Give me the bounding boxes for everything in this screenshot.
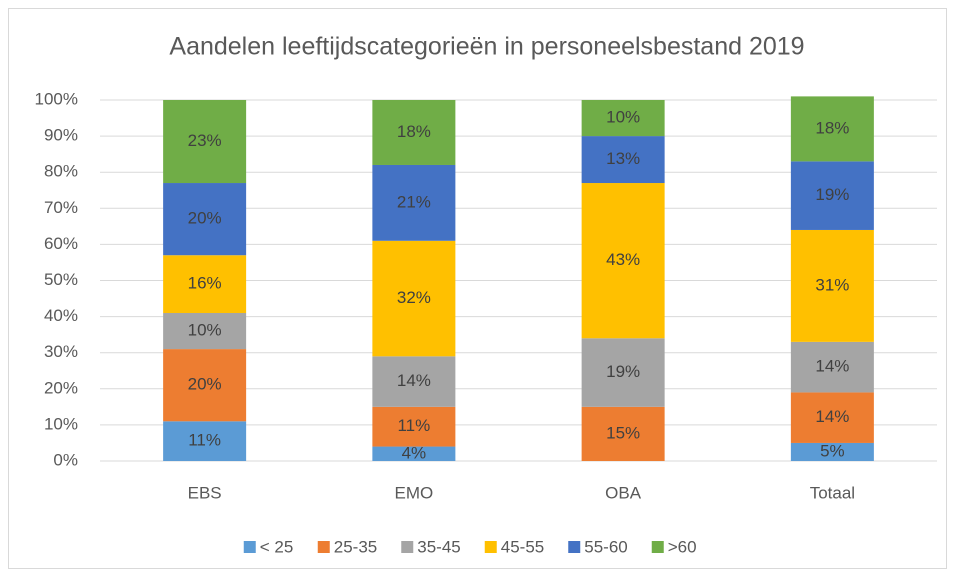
x-tick-label: Totaal (810, 483, 855, 502)
bar-segment (163, 421, 247, 461)
bar-segment (163, 100, 247, 184)
bar-segment (581, 338, 665, 407)
bar-segment (581, 100, 665, 137)
bar-segment (790, 442, 874, 461)
bar-segment (372, 164, 456, 241)
legend-label: 45-55 (501, 537, 544, 556)
y-tick-label: 90% (44, 126, 78, 145)
bar-segment (163, 349, 247, 422)
bar-segment (790, 341, 874, 393)
data-label: 16% (188, 274, 222, 293)
bar-segment (581, 183, 665, 339)
data-label: 21% (397, 192, 431, 211)
y-tick-label: 30% (44, 342, 78, 361)
chart-title: Aandelen leeftijdscategorieën in persone… (169, 33, 804, 61)
data-label: 14% (815, 357, 849, 376)
data-label: 31% (815, 275, 849, 294)
y-tick-label: 60% (44, 234, 78, 253)
bar-segment (372, 406, 456, 447)
data-label: 20% (188, 209, 222, 228)
x-tick-label: OBA (605, 483, 642, 502)
legend-label: < 25 (260, 537, 294, 556)
data-label: 19% (606, 362, 640, 381)
data-label: 10% (606, 108, 640, 127)
y-tick-label: 100% (35, 89, 78, 108)
bar-segment (163, 255, 247, 313)
data-label: 11% (397, 416, 430, 435)
y-tick-label: 50% (44, 270, 78, 289)
y-tick-label: 10% (44, 414, 78, 433)
data-label: 5% (820, 441, 845, 460)
legend-label: 25-35 (334, 537, 377, 556)
data-label: 23% (188, 131, 222, 150)
data-label: 13% (606, 149, 640, 168)
legend-label: >60 (668, 537, 697, 556)
y-tick-label: 40% (44, 306, 78, 325)
legend-swatch (317, 541, 330, 553)
data-label: 32% (397, 288, 431, 307)
bar-segment (790, 96, 874, 162)
bar-segment (581, 406, 665, 461)
x-tick-label: EBS (188, 483, 222, 502)
bar-segment (790, 392, 874, 443)
legend-swatch (651, 541, 664, 553)
bar-segment (790, 161, 874, 230)
data-label: 20% (188, 375, 222, 394)
data-label: 4% (402, 443, 427, 462)
legend-swatch (401, 541, 414, 553)
y-tick-label: 0% (53, 450, 78, 469)
bar-segment (372, 240, 456, 357)
data-label: 10% (188, 321, 222, 340)
bar-segment (790, 229, 874, 342)
legend-label: 55-60 (584, 537, 627, 556)
bar-segment (372, 356, 456, 407)
y-tick-label: 70% (44, 198, 78, 217)
data-label: 18% (397, 122, 431, 141)
data-label: 14% (815, 407, 849, 426)
legend-label: 35-45 (417, 537, 460, 556)
y-tick-label: 20% (44, 378, 78, 397)
legend-swatch (484, 541, 497, 553)
x-tick-label: EMO (395, 483, 434, 502)
legend-swatch (568, 541, 581, 553)
bar-segment (163, 312, 247, 350)
legend-swatch (243, 541, 256, 553)
bar-segment (163, 183, 247, 256)
data-label: 18% (815, 118, 849, 137)
bar-segment (372, 100, 456, 165)
bar-segment (372, 446, 456, 461)
data-label: 15% (606, 423, 640, 442)
data-label: 11% (188, 431, 221, 450)
data-label: 19% (815, 185, 849, 204)
data-label: 43% (606, 250, 640, 269)
data-label: 14% (397, 371, 431, 390)
y-tick-label: 80% (44, 162, 78, 181)
bar-segment (581, 136, 665, 184)
